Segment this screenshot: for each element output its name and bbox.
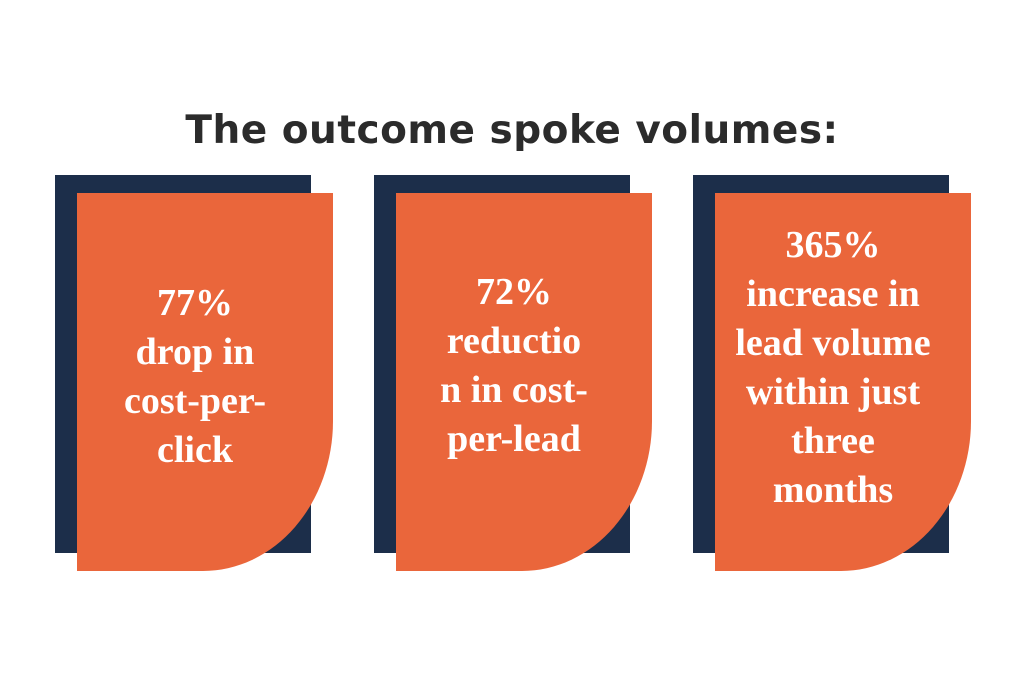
stat-card-3-text: 365% increase in lead volume within just… [735,224,931,511]
stat-card-1: 77% drop in cost-per- click [77,193,333,571]
stat-card-2: 72% reductio n in cost- per-lead [396,193,652,571]
stat-card-3: 365% increase in lead volume within just… [715,193,971,571]
stat-card-1-text: 77% drop in cost-per- click [123,282,267,471]
headline: The outcome spoke volumes: [185,108,839,153]
stat-card-2-text: 72% reductio n in cost- per-lead [440,271,588,460]
